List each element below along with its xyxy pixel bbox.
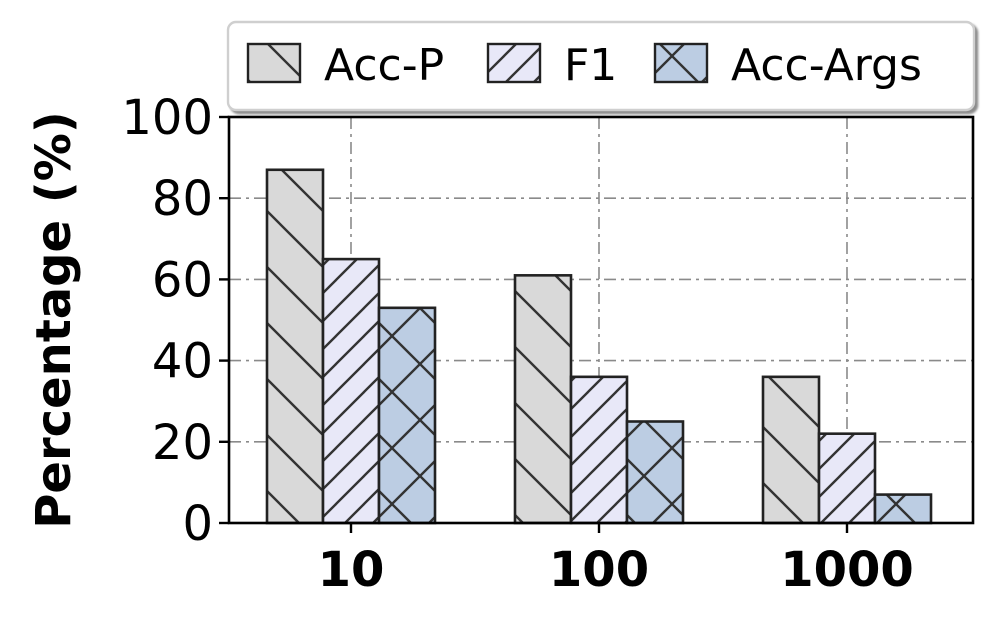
y-tick-label: 0 <box>182 496 213 552</box>
bar-outline <box>513 274 573 525</box>
bar-acc-p-1000 <box>761 375 821 525</box>
bar-outline <box>817 432 877 525</box>
legend-frame <box>226 20 976 112</box>
bar-outline <box>265 168 325 525</box>
plot-frame <box>227 115 975 525</box>
legend-swatch <box>246 42 302 84</box>
y-axis-title: Percentage (%) <box>26 111 82 529</box>
bar-acc-args-10 <box>377 306 437 525</box>
bar-outline <box>873 493 933 525</box>
legend-swatch <box>486 42 542 84</box>
legend-item-f1: F1 <box>486 40 617 91</box>
legend-label: F1 <box>564 40 617 91</box>
x-tick-label: 100 <box>549 542 649 598</box>
legend-label: Acc-P <box>324 40 444 91</box>
x-axis: 10 100 1000 <box>318 523 914 598</box>
legend-swatch <box>653 42 709 84</box>
y-tick-label: 60 <box>152 252 213 308</box>
legend-label: Acc-Args <box>731 40 922 91</box>
legend-item-acc-args: Acc-Args <box>653 40 922 91</box>
y-tick-label: 100 <box>121 90 213 146</box>
bar-outline <box>321 257 381 525</box>
bar-outline <box>569 375 629 525</box>
bar-acc-args-100 <box>625 420 685 525</box>
y-axis: 0 20 40 60 80 100 <box>121 90 229 552</box>
bar-f1-10 <box>321 257 381 525</box>
bar-acc-p-10 <box>265 168 325 525</box>
bar-acc-p-100 <box>513 274 573 525</box>
legend: Acc-P F1 Acc-Args <box>226 20 976 112</box>
x-tick-label: 10 <box>318 542 385 598</box>
bar-f1-1000 <box>817 432 877 525</box>
bar-acc-args-1000 <box>873 493 933 525</box>
bar-outline <box>377 306 437 525</box>
x-tick-label: 1000 <box>780 542 914 598</box>
bars <box>265 168 933 525</box>
bar-outline <box>761 375 821 525</box>
bar-f1-100 <box>569 375 629 525</box>
y-tick-label: 20 <box>152 415 213 471</box>
y-tick-label: 40 <box>152 334 213 390</box>
y-tick-label: 80 <box>152 171 213 227</box>
legend-item-acc-p: Acc-P <box>246 40 444 91</box>
bar-outline <box>625 420 685 525</box>
